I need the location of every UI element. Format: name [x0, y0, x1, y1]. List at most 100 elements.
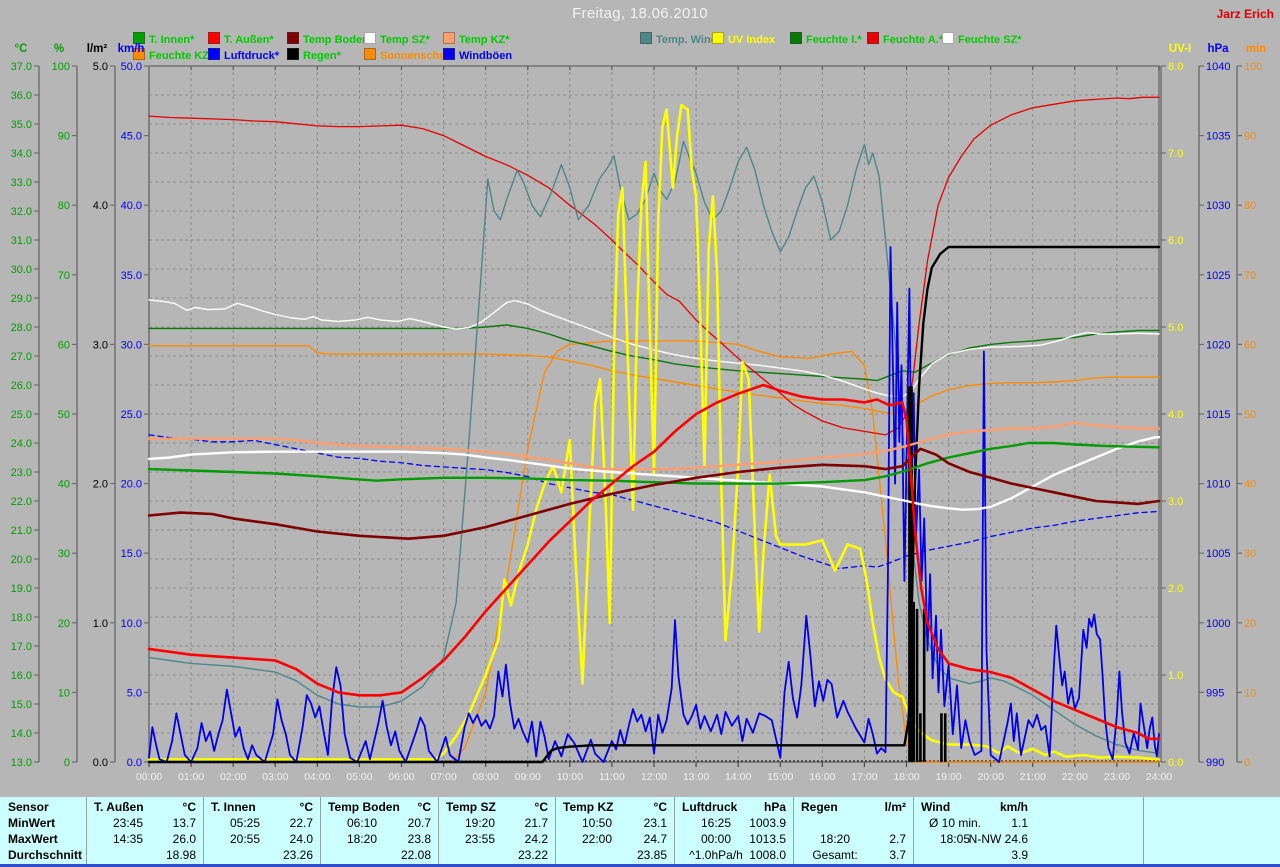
axis-tick-label: 50: [58, 409, 70, 421]
cell-time: 06:10: [346, 816, 378, 830]
axis-tick-label: 100: [1244, 61, 1262, 73]
series-sonnenschein: [148, 340, 1160, 763]
x-tick-label: 22:00: [1062, 771, 1088, 783]
x-tick-label: 17:00: [851, 771, 877, 783]
axis-tick-label: 33.0: [11, 177, 32, 189]
x-tick-label: 08:00: [473, 771, 499, 783]
x-tick-label: 09:00: [515, 771, 541, 783]
axis-tick-label: 70: [1244, 270, 1256, 282]
legend-item-feuchte-i-: Feuchte I.*: [790, 30, 862, 46]
col-header-name: Temp KZ: [563, 800, 614, 814]
legend-label: UV Index: [728, 34, 776, 46]
table-separator: [320, 797, 321, 864]
series-feuchte-i: [148, 324, 1160, 382]
table-separator: [438, 797, 439, 864]
x-tick-label: 15:00: [767, 771, 793, 783]
axis-tick-label: 1005: [1206, 548, 1230, 560]
author-label: Jarz Erich: [1216, 7, 1274, 21]
axis-tick-label: 18.0: [11, 612, 32, 624]
axis-header-temp: °C: [15, 43, 28, 55]
axis-tick-label: 10: [58, 687, 70, 699]
table-separator: [674, 797, 675, 864]
legend-label: Temp KZ*: [459, 34, 510, 46]
cell-value: 23.26: [282, 848, 313, 862]
cell-time: 18:20: [819, 832, 851, 846]
axis-tick-label: 0.0: [127, 757, 142, 769]
legend-item-t-au-en-: T. Außen*: [208, 30, 274, 46]
chart-area: °C 37.0 36.0 35.0 34.0 33.0 32.0 31.0 30.0 29.0 28…: [11, 43, 1267, 783]
table-separator: [793, 797, 794, 864]
cell-time: 16:25: [700, 816, 732, 830]
x-tick-label: 07:00: [430, 771, 456, 783]
axis-tick-label: 37.0: [11, 61, 32, 73]
legend-swatch: [942, 32, 954, 44]
x-tick-label: 19:00: [935, 771, 961, 783]
cell-value: 23.1: [643, 816, 667, 830]
col-header-unit: l/m²: [884, 800, 906, 814]
cell-time: 22:00: [581, 832, 613, 846]
axis-tick-label: 1.0: [93, 618, 108, 630]
legend-item-windb-en: Windböen: [443, 46, 512, 62]
legend-label: Temp. Wind*: [656, 34, 722, 46]
cell-value: 2.7: [889, 832, 906, 846]
axis-tick-label: 1020: [1206, 339, 1230, 351]
axis-tick-label: 80: [1244, 200, 1256, 212]
axis-tick-label: 990: [1206, 757, 1224, 769]
cell-time: 14:35: [112, 832, 144, 846]
axis-tick-label: 15.0: [121, 548, 142, 560]
axis-header-hpa: hPa: [1207, 43, 1229, 55]
cell-time: 00:00: [700, 832, 732, 846]
legend-item-sonnenschein: Sonnenschein: [364, 46, 455, 62]
axis-tick-label: 31.0: [11, 235, 32, 247]
axis-tick-label: 5.0: [1168, 322, 1183, 334]
cell-value: 22.7: [289, 816, 313, 830]
axis-tick-label: 4.0: [1168, 409, 1183, 421]
cell-value: 1003.9: [749, 816, 786, 830]
legend-swatch: [208, 32, 220, 44]
axis-tick-label: 30.0: [121, 339, 142, 351]
axis-tick-label: 5.0: [127, 687, 142, 699]
cell-time: Ø 10 min.: [928, 816, 982, 830]
col-header-unit: °C: [299, 800, 313, 814]
col-header-name: Regen: [801, 800, 838, 814]
x-tick-label: 20:00: [978, 771, 1004, 783]
legend-label: T. Außen*: [224, 34, 274, 46]
cell-value: 24.0: [289, 832, 313, 846]
cell-value: 24.2: [524, 832, 548, 846]
cell-time: 19:20: [464, 816, 496, 830]
axis-tick-label: 20: [1244, 618, 1256, 630]
series-temp-sz: [147, 436, 1161, 511]
legend-item-feuchte-a-: Feuchte A.*: [867, 30, 943, 46]
legend-item-feuchte-kz-: Feuchte KZ*: [133, 46, 213, 62]
axis-tick-label: 15.0: [11, 699, 32, 711]
cell-time: 10:50: [581, 816, 613, 830]
axis-tick-label: 20.0: [11, 554, 32, 566]
cell-value: 20.7: [407, 816, 431, 830]
x-tick-label: 01:00: [178, 771, 204, 783]
row-label: Sensor: [8, 800, 49, 814]
legend-label: Feuchte A.*: [883, 34, 944, 46]
legend-label: Feuchte KZ*: [149, 50, 214, 62]
axis-header-rain: l/m²: [87, 43, 108, 55]
axis-tick-label: 30: [1244, 548, 1256, 560]
series-feuchte-a: [148, 96, 1160, 436]
legend-item-feuchte-sz-: Feuchte SZ*: [942, 30, 1022, 46]
col-header-unit: °C: [417, 800, 431, 814]
legend-swatch: [443, 32, 455, 44]
table-separator: [555, 797, 556, 864]
axis-tick-label: 90: [58, 131, 70, 143]
x-tick-label: 12:00: [641, 771, 667, 783]
row-label: MaxWert: [8, 832, 58, 846]
cell-value: 24.7: [643, 832, 667, 846]
axis-tick-label: 4.0: [93, 200, 108, 212]
weather-chart: °C 37.0 36.0 35.0 34.0 33.0 32.0 31.0 30.0 29.0 28…: [11, 43, 1267, 783]
axis-tick-label: 25.0: [121, 409, 142, 421]
axis-tick-label: 40.0: [121, 200, 142, 212]
axis-tick-label: 80: [58, 200, 70, 212]
x-tick-label: 06:00: [388, 771, 414, 783]
axis-tick-label: 45.0: [121, 131, 142, 143]
legend-label: Temp SZ*: [380, 34, 430, 46]
x-tick-label: 05:00: [346, 771, 372, 783]
axis-tick-label: 2.0: [1168, 583, 1183, 595]
axis-tick-label: 17.0: [11, 641, 32, 653]
